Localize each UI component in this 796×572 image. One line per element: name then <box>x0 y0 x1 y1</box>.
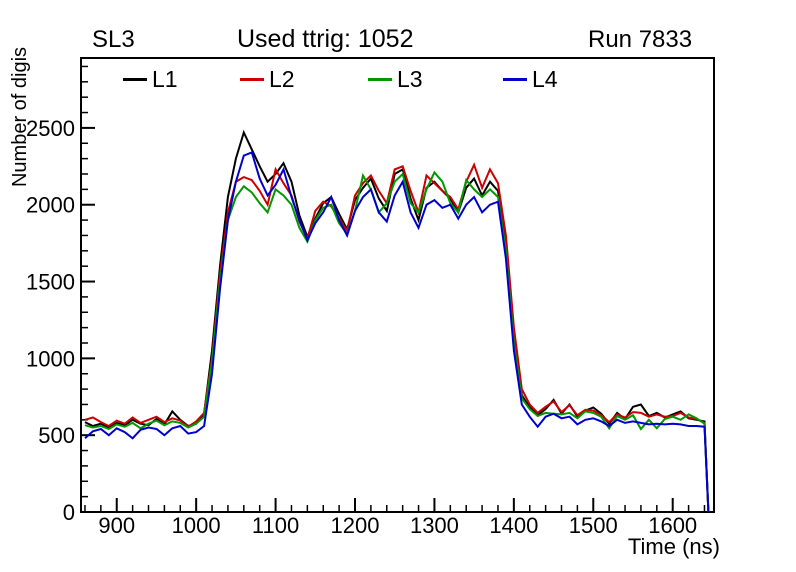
series-line-l1 <box>84 129 710 513</box>
x-tick-label: 900 <box>98 513 135 538</box>
legend-swatch-l1 <box>123 77 147 81</box>
x-tick-label: 1000 <box>172 513 221 538</box>
y-axis-title: Number of digis <box>9 46 31 188</box>
series-line-l3 <box>84 170 710 513</box>
x-tick-label: 1200 <box>331 513 380 538</box>
legend-item-l2: L2 <box>240 67 295 91</box>
legend-label-l1: L1 <box>152 66 178 92</box>
x-axis-title: Time (ns) <box>627 534 720 559</box>
legend-label-l4: L4 <box>532 66 558 92</box>
plot-frame <box>80 57 715 513</box>
legend-swatch-l2 <box>240 77 264 81</box>
y-tick-label: 1000 <box>26 346 75 371</box>
chart-title: Used ttrig: 1052 <box>237 25 414 53</box>
y-tick-label: 2500 <box>26 116 75 141</box>
superlayer-label: SL3 <box>92 26 135 53</box>
y-tick-label: 0 <box>63 500 75 525</box>
x-tick-label: 1300 <box>410 513 459 538</box>
legend-swatch-l4 <box>503 77 527 81</box>
x-tick-label: 1500 <box>569 513 618 538</box>
y-tick-label: 2000 <box>26 193 75 218</box>
legend-label-l3: L3 <box>397 66 423 92</box>
legend-item-l3: L3 <box>368 67 423 91</box>
x-tick-label: 1400 <box>489 513 538 538</box>
legend-swatch-l3 <box>368 77 392 81</box>
legend-item-l4: L4 <box>503 67 558 91</box>
series-line-l2 <box>84 162 710 513</box>
x-tick-label: 1100 <box>252 513 299 538</box>
legend-label-l2: L2 <box>269 66 295 92</box>
legend-item-l1: L1 <box>123 67 178 91</box>
run-number-label: Run 7833 <box>588 26 693 53</box>
x-tick-label: 1600 <box>648 513 697 538</box>
series-line-l4 <box>84 151 710 513</box>
y-tick-label: 500 <box>38 423 75 448</box>
y-tick-label: 1500 <box>26 270 75 295</box>
